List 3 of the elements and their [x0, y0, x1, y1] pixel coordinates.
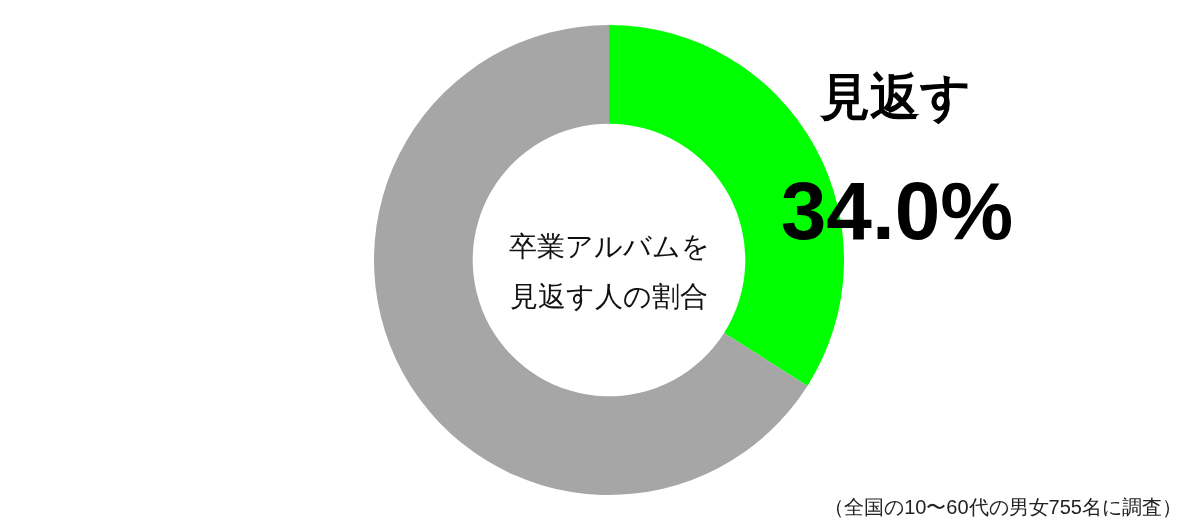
- text: （全国の10〜60代の男女755名に調査）: [824, 495, 1182, 520]
- slice-label: 見返す: [818, 68, 971, 125]
- text: 卒業アルバムを見返す人の割合: [507, 230, 711, 314]
